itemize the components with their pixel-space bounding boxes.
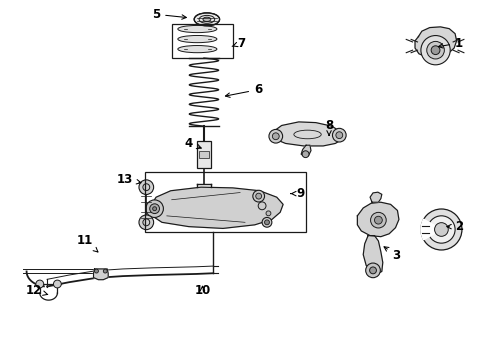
Ellipse shape — [178, 36, 217, 42]
Ellipse shape — [178, 26, 217, 33]
Ellipse shape — [194, 13, 220, 26]
Circle shape — [139, 180, 154, 194]
Circle shape — [427, 41, 444, 59]
Circle shape — [139, 215, 154, 230]
Bar — [172, 24, 233, 58]
Circle shape — [253, 190, 265, 202]
Polygon shape — [363, 235, 383, 274]
Circle shape — [53, 280, 61, 288]
Text: 7: 7 — [232, 36, 245, 50]
Text: 3: 3 — [384, 247, 400, 262]
Circle shape — [95, 269, 98, 273]
Circle shape — [146, 200, 163, 217]
Circle shape — [150, 204, 159, 213]
Text: 6: 6 — [225, 83, 262, 97]
Text: 9: 9 — [291, 187, 304, 200]
Polygon shape — [301, 145, 311, 157]
Polygon shape — [357, 202, 399, 237]
Polygon shape — [272, 122, 343, 146]
Circle shape — [366, 263, 380, 278]
Text: 2: 2 — [447, 220, 463, 233]
Circle shape — [269, 129, 283, 143]
Text: 1: 1 — [439, 36, 463, 50]
Circle shape — [336, 132, 343, 139]
Text: 11: 11 — [76, 234, 98, 252]
Circle shape — [435, 222, 448, 236]
Circle shape — [265, 220, 270, 225]
Text: 8: 8 — [325, 119, 333, 135]
Circle shape — [258, 202, 266, 210]
Circle shape — [302, 151, 309, 158]
Circle shape — [262, 217, 272, 227]
Circle shape — [153, 207, 157, 211]
Circle shape — [431, 46, 440, 55]
Text: 13: 13 — [117, 173, 141, 186]
Circle shape — [272, 133, 279, 140]
Polygon shape — [415, 27, 457, 57]
Text: 12: 12 — [26, 284, 48, 297]
Circle shape — [256, 193, 262, 199]
Circle shape — [421, 209, 462, 250]
Circle shape — [374, 216, 382, 224]
Bar — [145, 172, 306, 232]
Bar — [199, 150, 209, 158]
Circle shape — [369, 267, 376, 274]
Ellipse shape — [203, 17, 211, 22]
Circle shape — [370, 212, 386, 228]
Text: 5: 5 — [152, 8, 186, 21]
Polygon shape — [151, 187, 283, 228]
Circle shape — [266, 211, 271, 216]
Circle shape — [36, 280, 44, 288]
Polygon shape — [94, 269, 108, 280]
Ellipse shape — [178, 45, 217, 53]
Text: 4: 4 — [185, 137, 201, 150]
Circle shape — [332, 129, 346, 142]
Polygon shape — [370, 192, 382, 202]
Wedge shape — [421, 219, 441, 240]
Circle shape — [428, 216, 455, 243]
Circle shape — [421, 36, 450, 65]
Bar — [197, 141, 211, 168]
Text: 10: 10 — [195, 284, 211, 297]
Circle shape — [103, 269, 107, 273]
